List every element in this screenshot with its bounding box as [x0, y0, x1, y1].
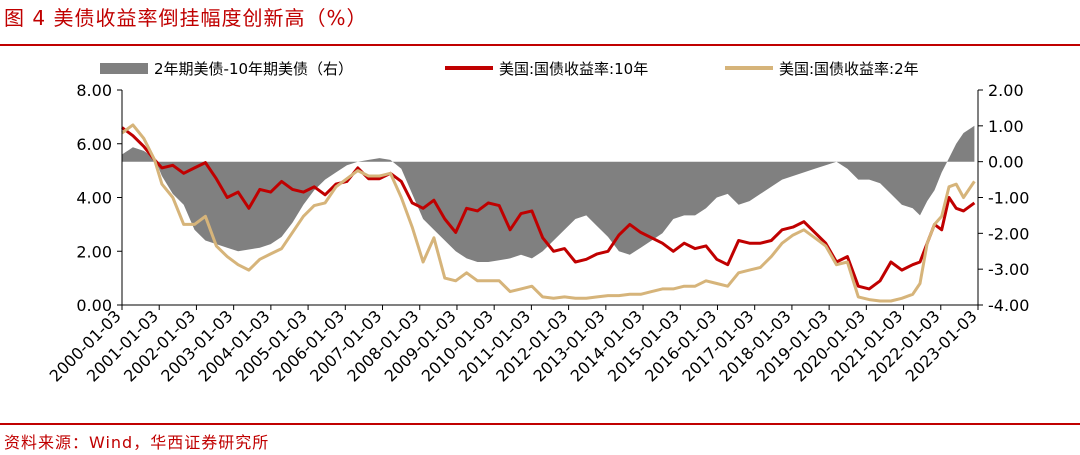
legend-swatch-spread	[100, 63, 148, 74]
legend-label-spread: 2年期美债-10年期美债（右）	[154, 60, 353, 78]
figure-source: 资料来源：Wind，华西证券研究所	[4, 433, 270, 452]
y-right-tick-label: -3.00	[988, 260, 1029, 279]
title-rule	[0, 44, 1080, 46]
y-left-tick-label: 2.00	[76, 242, 112, 261]
legend-label-10y: 美国:国债收益率:10年	[499, 60, 648, 78]
chart-legend: 2年期美债-10年期美债（右） 美国:国债收益率:10年 美国:国债收益率:2年	[100, 60, 919, 78]
plot-area	[121, 123, 976, 303]
y-right-tick-label: 0.00	[988, 153, 1024, 172]
series-line-10y	[121, 126, 976, 291]
y-right-tick-label: 1.00	[988, 117, 1024, 136]
legend-label-2y: 美国:国债收益率:2年	[779, 60, 919, 78]
y-right-tick-label: -2.00	[988, 224, 1029, 243]
y-left-tick-label: 0.00	[76, 296, 112, 315]
series-line-2y	[121, 123, 976, 303]
yield-chart: 2年期美债-10年期美债（右） 美国:国债收益率:10年 美国:国债收益率:2年…	[46, 60, 1030, 386]
footer-rule	[0, 423, 1080, 425]
y-left-tick-label: 4.00	[76, 189, 112, 208]
y-right-tick-label: -4.00	[988, 296, 1029, 315]
y-right-tick-label: 2.00	[988, 81, 1024, 100]
series-area-spread	[122, 125, 975, 262]
y-right-tick-label: -1.00	[988, 189, 1029, 208]
y-left-tick-label: 8.00	[76, 81, 112, 100]
figure-title: 图 4 美债收益率倒挂幅度创新高（%）	[4, 6, 368, 30]
y-left-tick-label: 6.00	[76, 135, 112, 154]
